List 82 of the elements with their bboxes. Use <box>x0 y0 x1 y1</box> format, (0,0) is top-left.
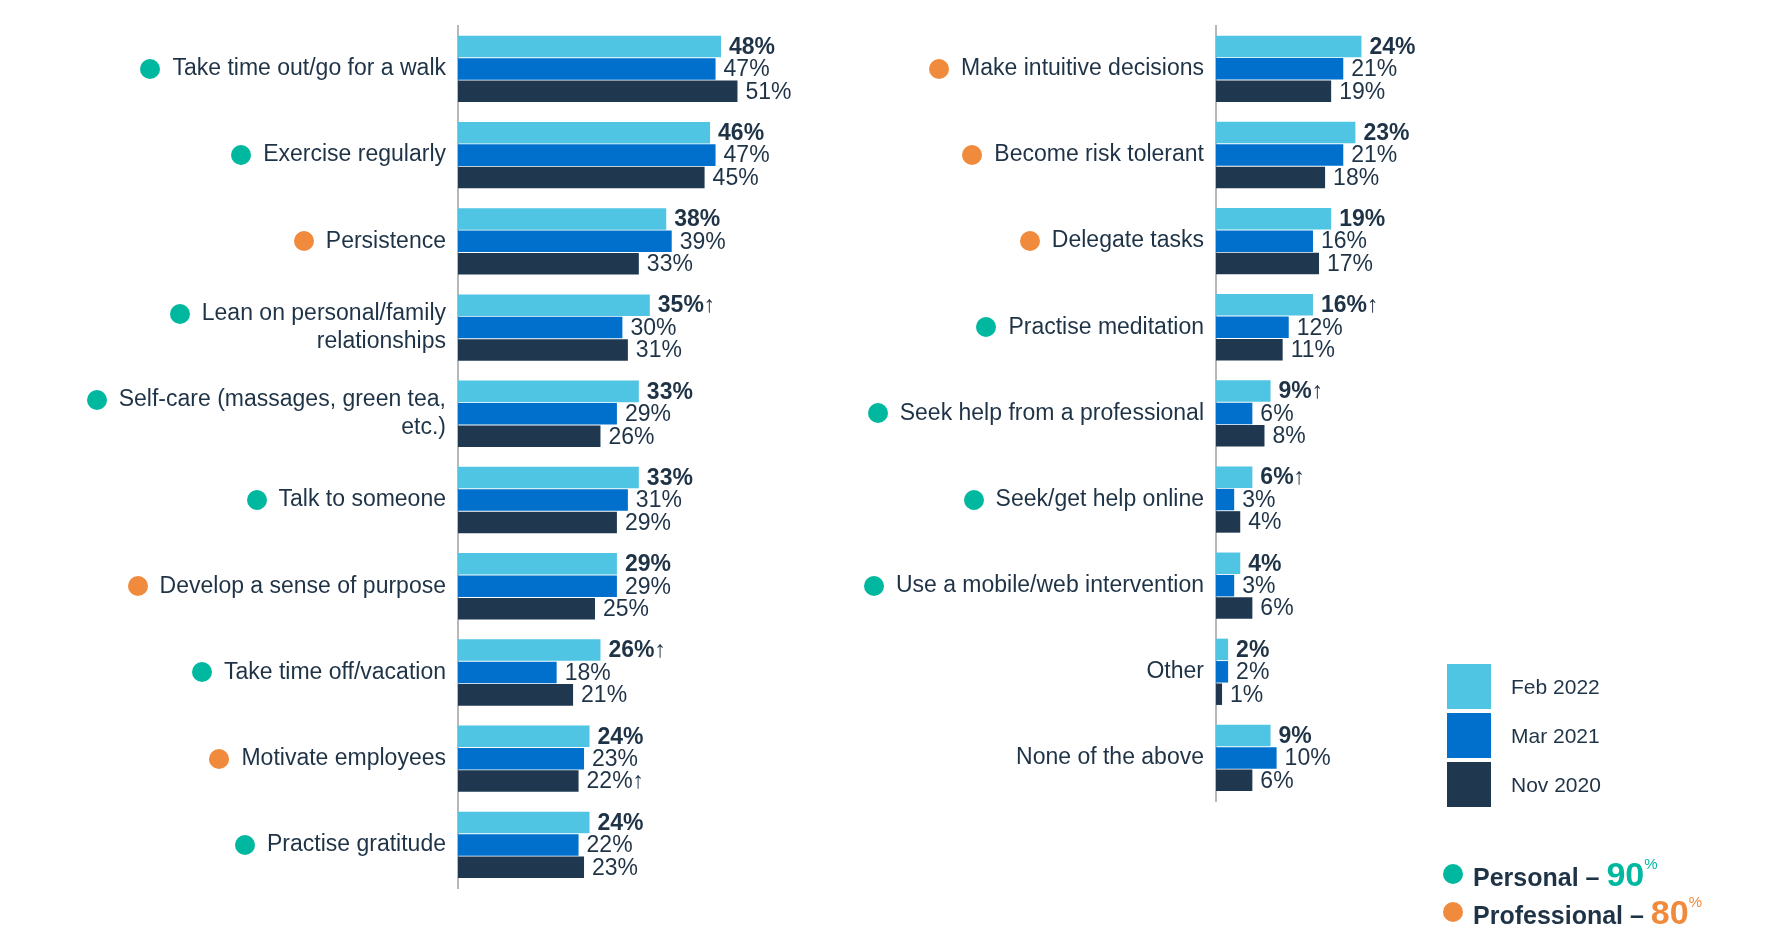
bar <box>458 35 722 58</box>
bar <box>458 684 574 706</box>
bar <box>458 380 639 403</box>
bar <box>458 466 639 489</box>
bar <box>1216 58 1344 80</box>
bar <box>1216 35 1362 58</box>
legend-label: Nov 2020 <box>1511 772 1601 797</box>
bar <box>1216 380 1271 402</box>
bar <box>458 834 579 856</box>
y-tick-label: Make intuitive decisions <box>961 54 1204 81</box>
y-tick-label: Become risk tolerant <box>994 140 1205 167</box>
bar <box>458 339 628 361</box>
y-tick-label: Lean on personal/family relationships <box>201 299 447 353</box>
bar <box>458 58 716 80</box>
bar <box>1216 683 1223 705</box>
text: Professional – 80% <box>1473 892 1703 931</box>
bar <box>458 208 667 230</box>
bar <box>1216 574 1235 597</box>
bar <box>458 811 590 834</box>
bar <box>1216 166 1326 189</box>
y-tick-label: Self-care (massages, green tea, etc.) <box>118 385 446 439</box>
bar <box>1216 747 1277 769</box>
bar <box>458 425 601 447</box>
text: Personal – 90% <box>1473 854 1658 894</box>
y-tick-label: Take time out/go for a walk <box>172 54 447 81</box>
bar <box>458 725 590 748</box>
bar <box>458 661 557 684</box>
bar <box>1216 207 1332 230</box>
legend-label: Feb 2022 <box>1511 674 1600 699</box>
bar <box>458 747 585 770</box>
bar <box>458 316 623 339</box>
bar <box>1216 338 1283 361</box>
y-tick-label: Talk to someone <box>278 485 446 512</box>
bar <box>1216 724 1271 747</box>
bar <box>458 489 628 511</box>
bar <box>1216 488 1235 511</box>
bar <box>458 770 579 792</box>
bar <box>458 121 711 144</box>
y-tick-label: Exercise regularly <box>263 140 447 167</box>
bar <box>458 144 716 166</box>
y-tick-label: Seek/get help online <box>995 484 1204 511</box>
y-tick-label: Practise gratitude <box>267 830 446 857</box>
y-tick-label: None of the above <box>1016 743 1204 770</box>
bar <box>1216 121 1356 144</box>
bar <box>458 639 601 661</box>
legend-label: Mar 2021 <box>1511 723 1600 748</box>
y-tick-label: Seek help from a professional <box>899 398 1204 425</box>
y-tick-label: Other <box>1146 657 1205 684</box>
y-tick-label: Develop a sense of purpose <box>159 571 446 598</box>
bar <box>458 856 585 879</box>
bar <box>1216 425 1265 447</box>
bar <box>1216 597 1253 619</box>
bar <box>1216 769 1253 792</box>
bar <box>1216 466 1253 488</box>
bar <box>458 230 672 253</box>
bar <box>1216 552 1241 575</box>
y-tick-label: Practise meditation <box>1008 312 1204 339</box>
bar <box>458 511 617 534</box>
y-tick-label: Take time off/vacation <box>223 657 446 684</box>
bar <box>1216 661 1229 683</box>
bar <box>458 80 738 103</box>
data-label: 26%↑ <box>608 636 667 663</box>
y-tick-label: Persistence <box>325 226 446 253</box>
bar <box>458 253 639 275</box>
bar <box>458 403 617 425</box>
bar <box>1216 511 1241 533</box>
bar <box>458 166 705 189</box>
bar <box>458 294 650 316</box>
bar <box>1216 144 1344 166</box>
bar <box>458 597 595 620</box>
y-tick-label: Delegate tasks <box>1051 226 1204 253</box>
y-tick-label: Motivate employees <box>241 744 446 771</box>
bar <box>1216 294 1313 316</box>
bar <box>1216 80 1332 103</box>
bar <box>1216 230 1313 252</box>
bar <box>458 553 617 575</box>
bar <box>1216 402 1253 425</box>
bar <box>458 575 617 597</box>
y-tick-label: Use a mobile/web intervention <box>895 571 1204 598</box>
bar <box>1216 252 1320 275</box>
bar <box>1216 638 1229 661</box>
bar <box>1216 316 1289 339</box>
